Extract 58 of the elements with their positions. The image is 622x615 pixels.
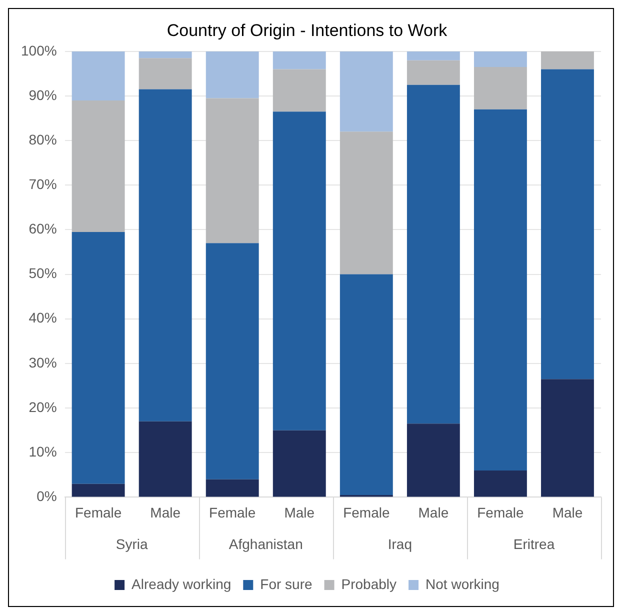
bar (206, 98, 259, 244)
text: Afghanistan (228, 536, 303, 552)
text: Iraq (388, 536, 412, 552)
bar (340, 132, 393, 274)
x-tick-label: Female (343, 504, 390, 520)
x-tick-label: Female (74, 504, 122, 520)
x-tick-label: Female (477, 504, 524, 520)
text: Eritrea (513, 536, 555, 552)
x-tick-label: Male (418, 504, 449, 520)
bar (138, 51, 192, 58)
bar (474, 109, 527, 470)
bar (72, 51, 125, 100)
legend-label: Not working (426, 576, 500, 592)
bar (474, 470, 527, 497)
legend-label: For sure (260, 576, 312, 592)
bar (72, 100, 125, 232)
bar (340, 274, 393, 495)
bar (72, 232, 125, 484)
y-tick-label: 10% (28, 443, 57, 460)
x-tick-label: Male (552, 504, 583, 520)
bar (406, 60, 460, 85)
y-tick-label: 40% (28, 310, 57, 326)
legend-label: Already working (132, 576, 232, 592)
bar (72, 484, 125, 497)
bar (406, 84, 460, 424)
text: Syria (116, 536, 148, 552)
x-tick-label: Male (150, 504, 181, 520)
bar (138, 421, 192, 497)
chart-title: Country of Origin - Intentions to Work (166, 20, 448, 40)
bar (541, 51, 594, 70)
bar (541, 69, 594, 380)
bar (406, 51, 460, 60)
bar (474, 51, 527, 68)
y-tick-label: 20% (28, 398, 57, 415)
bar (272, 69, 326, 112)
y-tick-label: 70% (28, 176, 57, 192)
bar (138, 89, 192, 422)
bar (406, 424, 460, 497)
bar (206, 479, 259, 497)
bar (138, 58, 192, 90)
bar (272, 51, 326, 70)
bar (474, 67, 527, 110)
y-tick-label: 0% (36, 488, 57, 504)
y-tick-label: 30% (28, 354, 57, 370)
bar (340, 51, 393, 132)
legend-label: Probably (341, 576, 397, 592)
bar (272, 112, 326, 430)
y-tick-label: 60% (28, 220, 57, 237)
bar (541, 379, 594, 497)
y-tick-label: 100% (20, 42, 57, 58)
y-tick-label: 80% (28, 131, 57, 148)
x-tick-label: Male (284, 504, 315, 520)
bar (272, 430, 326, 497)
bar (206, 243, 259, 480)
x-tick-label: Female (209, 504, 256, 520)
y-tick-label: 50% (28, 265, 57, 282)
bar (206, 51, 259, 98)
y-tick-label: 90% (28, 86, 57, 103)
